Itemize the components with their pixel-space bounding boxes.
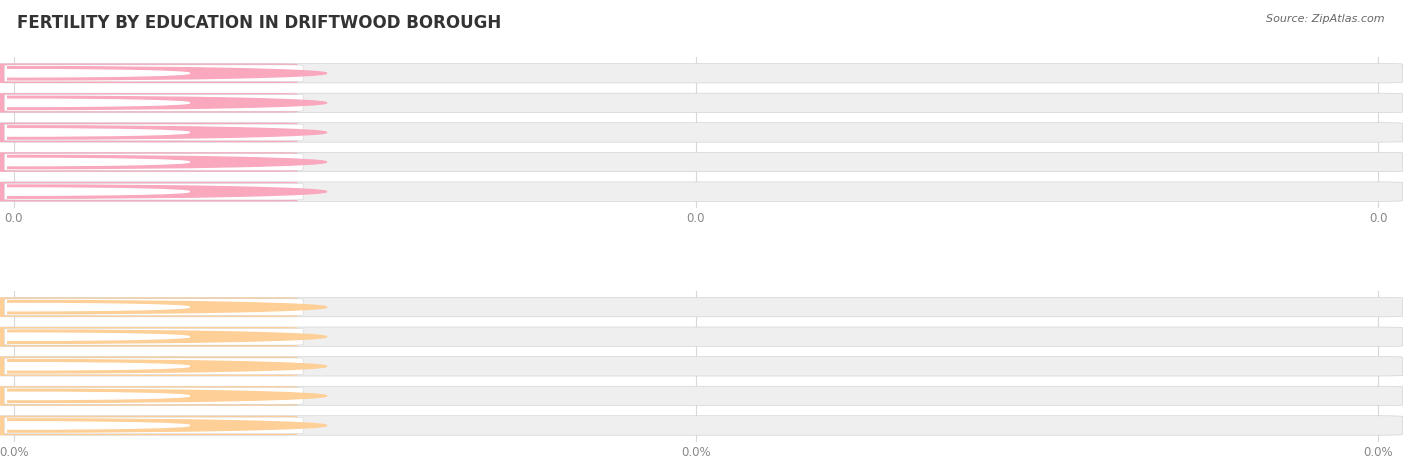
Text: 0.0: 0.0: [243, 127, 262, 137]
Circle shape: [0, 155, 326, 169]
Text: 0.0: 0.0: [243, 157, 262, 167]
Text: College or Associate's Degree: College or Associate's Degree: [70, 127, 236, 137]
FancyBboxPatch shape: [4, 65, 304, 82]
FancyBboxPatch shape: [0, 297, 298, 317]
Circle shape: [0, 99, 190, 106]
FancyBboxPatch shape: [0, 297, 1403, 317]
Circle shape: [0, 158, 190, 166]
Circle shape: [0, 392, 190, 399]
Text: Graduate Degree: Graduate Degree: [105, 187, 202, 197]
Circle shape: [0, 304, 190, 311]
Circle shape: [0, 96, 326, 109]
Circle shape: [0, 330, 326, 343]
FancyBboxPatch shape: [0, 357, 1403, 376]
FancyBboxPatch shape: [0, 327, 1403, 346]
FancyBboxPatch shape: [0, 386, 1403, 406]
FancyBboxPatch shape: [0, 93, 1403, 113]
Circle shape: [0, 301, 326, 314]
Circle shape: [0, 363, 190, 370]
Circle shape: [0, 360, 326, 373]
Text: 0.0%: 0.0%: [232, 420, 262, 430]
FancyBboxPatch shape: [0, 416, 298, 435]
FancyBboxPatch shape: [4, 95, 304, 111]
FancyBboxPatch shape: [4, 299, 304, 315]
FancyBboxPatch shape: [4, 358, 304, 375]
FancyBboxPatch shape: [0, 386, 298, 406]
Circle shape: [0, 419, 326, 432]
FancyBboxPatch shape: [0, 152, 1403, 172]
Circle shape: [0, 66, 326, 80]
FancyBboxPatch shape: [0, 182, 1403, 201]
Circle shape: [0, 70, 190, 77]
FancyBboxPatch shape: [0, 182, 298, 201]
FancyBboxPatch shape: [0, 64, 1403, 83]
Text: Graduate Degree: Graduate Degree: [105, 420, 202, 430]
Circle shape: [0, 422, 190, 429]
FancyBboxPatch shape: [0, 123, 298, 142]
Text: Less than High School: Less than High School: [93, 302, 215, 312]
FancyBboxPatch shape: [0, 327, 298, 346]
Text: High School Diploma: High School Diploma: [96, 98, 212, 108]
Text: 0.0%: 0.0%: [232, 302, 262, 312]
Circle shape: [0, 390, 326, 402]
FancyBboxPatch shape: [0, 416, 1403, 435]
Text: Bachelor's Degree: Bachelor's Degree: [103, 157, 205, 167]
Text: FERTILITY BY EDUCATION IN DRIFTWOOD BOROUGH: FERTILITY BY EDUCATION IN DRIFTWOOD BORO…: [17, 14, 501, 32]
Text: Source: ZipAtlas.com: Source: ZipAtlas.com: [1267, 14, 1385, 24]
FancyBboxPatch shape: [0, 64, 298, 83]
Text: 0.0: 0.0: [243, 98, 262, 108]
FancyBboxPatch shape: [0, 152, 298, 172]
Text: 0.0: 0.0: [243, 68, 262, 78]
Text: College or Associate's Degree: College or Associate's Degree: [70, 361, 236, 371]
Text: Less than High School: Less than High School: [93, 68, 215, 78]
Text: 0.0%: 0.0%: [232, 361, 262, 371]
FancyBboxPatch shape: [4, 388, 304, 404]
Circle shape: [0, 185, 326, 198]
Circle shape: [0, 333, 190, 341]
Text: 0.0%: 0.0%: [232, 391, 262, 401]
FancyBboxPatch shape: [0, 123, 1403, 142]
FancyBboxPatch shape: [4, 124, 304, 141]
FancyBboxPatch shape: [4, 417, 304, 434]
FancyBboxPatch shape: [4, 183, 304, 200]
Circle shape: [0, 129, 190, 136]
Text: Bachelor's Degree: Bachelor's Degree: [103, 391, 205, 401]
Text: High School Diploma: High School Diploma: [96, 332, 212, 342]
Circle shape: [0, 126, 326, 139]
FancyBboxPatch shape: [0, 357, 298, 376]
Text: 0.0: 0.0: [243, 187, 262, 197]
Text: 0.0%: 0.0%: [232, 332, 262, 342]
FancyBboxPatch shape: [0, 93, 298, 113]
FancyBboxPatch shape: [4, 328, 304, 345]
FancyBboxPatch shape: [4, 154, 304, 171]
Circle shape: [0, 188, 190, 195]
